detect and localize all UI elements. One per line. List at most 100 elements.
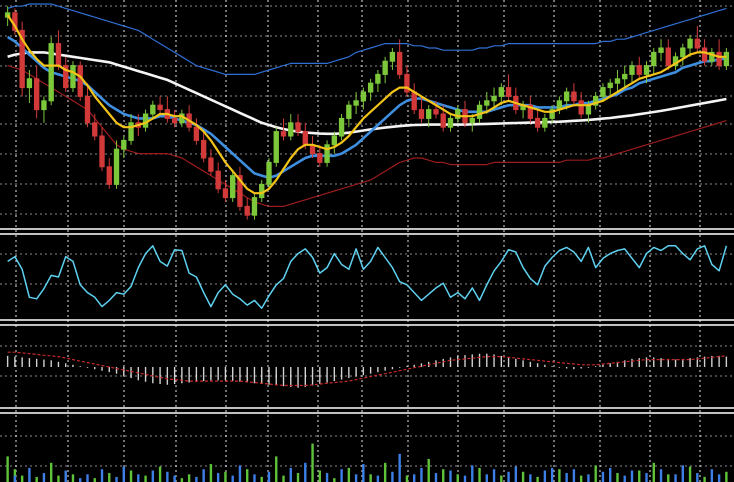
candle-down xyxy=(636,65,642,75)
volume-bar-blue xyxy=(231,475,234,482)
volume-bar-green xyxy=(667,474,670,482)
candle-up xyxy=(723,51,730,67)
candle-up xyxy=(498,87,504,97)
volume-bar-blue xyxy=(86,474,89,482)
volume-bar-green xyxy=(558,469,561,482)
volume-bar-green xyxy=(296,473,300,482)
candle-up xyxy=(549,109,555,119)
volume-bar-blue xyxy=(550,467,554,482)
volume-bar-blue xyxy=(325,473,329,482)
volume-bar-blue xyxy=(216,473,220,482)
candle-down xyxy=(99,135,105,168)
volume-bar-blue xyxy=(420,467,423,482)
candle-up xyxy=(346,104,352,119)
candle-down xyxy=(302,131,308,146)
candle-down xyxy=(571,91,577,102)
volume-bar-green xyxy=(652,462,655,482)
volume-bar-green xyxy=(579,475,583,482)
volume-bar-green xyxy=(158,466,162,482)
candle-up xyxy=(375,73,381,84)
candle-down xyxy=(215,170,221,190)
candle-up xyxy=(324,144,330,163)
volume-bar-green xyxy=(129,470,133,482)
candle-down xyxy=(200,139,207,159)
volume-bar-green xyxy=(180,478,184,482)
volume-bar-green xyxy=(209,464,213,482)
candle-up xyxy=(600,87,606,97)
candle-up xyxy=(622,73,628,80)
candle-up xyxy=(382,60,388,75)
candle-up xyxy=(469,117,475,124)
candle-down xyxy=(237,175,243,207)
candle-down xyxy=(193,126,200,141)
volume-bar-blue xyxy=(115,476,118,482)
volume-bar-blue xyxy=(449,470,452,482)
candle-up xyxy=(643,65,650,75)
lower-band-line xyxy=(7,65,727,207)
volume-bar-blue xyxy=(572,469,576,482)
candle-up xyxy=(484,100,490,106)
candle-down xyxy=(33,78,40,111)
volume-bar-blue xyxy=(717,474,721,482)
volume-bar-blue xyxy=(601,471,605,482)
candle-down xyxy=(106,166,112,185)
volume-bar-green xyxy=(500,475,503,482)
candle-down xyxy=(418,109,425,119)
candle-down xyxy=(19,29,25,89)
volume-bar-blue xyxy=(391,471,394,482)
volume-bar-blue xyxy=(267,471,271,482)
volume-bar-blue xyxy=(195,476,198,482)
candle-up xyxy=(709,51,715,62)
volume-bar-green xyxy=(71,474,75,482)
candle-up xyxy=(266,161,272,185)
candle-down xyxy=(55,43,62,67)
volume-bar-blue xyxy=(151,470,155,482)
volume-bar-blue xyxy=(645,473,648,482)
volume-bar-blue xyxy=(463,475,467,482)
volume-bar-blue xyxy=(696,473,699,482)
volume-bar-blue xyxy=(623,475,626,482)
volume-bar-blue xyxy=(362,464,365,482)
candle-down xyxy=(527,104,534,119)
volume-bar-green xyxy=(478,467,481,482)
volume-bar-green xyxy=(224,471,227,482)
candle-down xyxy=(433,109,439,115)
volume-bar-green xyxy=(93,478,96,482)
panel-separators xyxy=(0,228,734,414)
candle-up xyxy=(563,91,570,102)
candle-down xyxy=(157,104,163,111)
candle-up xyxy=(70,65,76,89)
candle-down xyxy=(63,65,69,89)
volume-bar-green xyxy=(347,467,351,482)
candle-up xyxy=(353,100,359,106)
candle-up xyxy=(455,109,461,119)
volume-bar-green xyxy=(49,462,53,482)
volume-bar-blue xyxy=(64,470,67,482)
volume-bar-blue xyxy=(492,469,496,482)
candle-up xyxy=(651,51,657,67)
candle-up xyxy=(288,122,294,137)
volume-bar-blue xyxy=(412,474,416,482)
volume-bar-green xyxy=(688,466,692,482)
candle-up xyxy=(26,78,33,89)
volume-bar-blue xyxy=(100,469,104,482)
volume-bar-blue xyxy=(565,473,568,482)
volume-bar-green xyxy=(427,458,430,482)
volume-bar-green xyxy=(725,471,728,482)
candle-up xyxy=(338,117,345,137)
volume-bar-blue xyxy=(543,470,547,482)
candle-down xyxy=(92,122,98,137)
volume-bar-green xyxy=(594,465,597,482)
volume-bar-green xyxy=(20,475,24,482)
candle-down xyxy=(534,117,541,128)
volume-bar-green xyxy=(405,475,409,482)
volume-bar-blue xyxy=(659,469,663,482)
candle-up xyxy=(273,131,279,163)
oscillator-line xyxy=(7,245,728,309)
candle-down xyxy=(694,38,701,49)
volume-bar-green xyxy=(57,475,60,482)
candle-up xyxy=(230,175,236,199)
volume-bar-blue xyxy=(202,469,205,482)
